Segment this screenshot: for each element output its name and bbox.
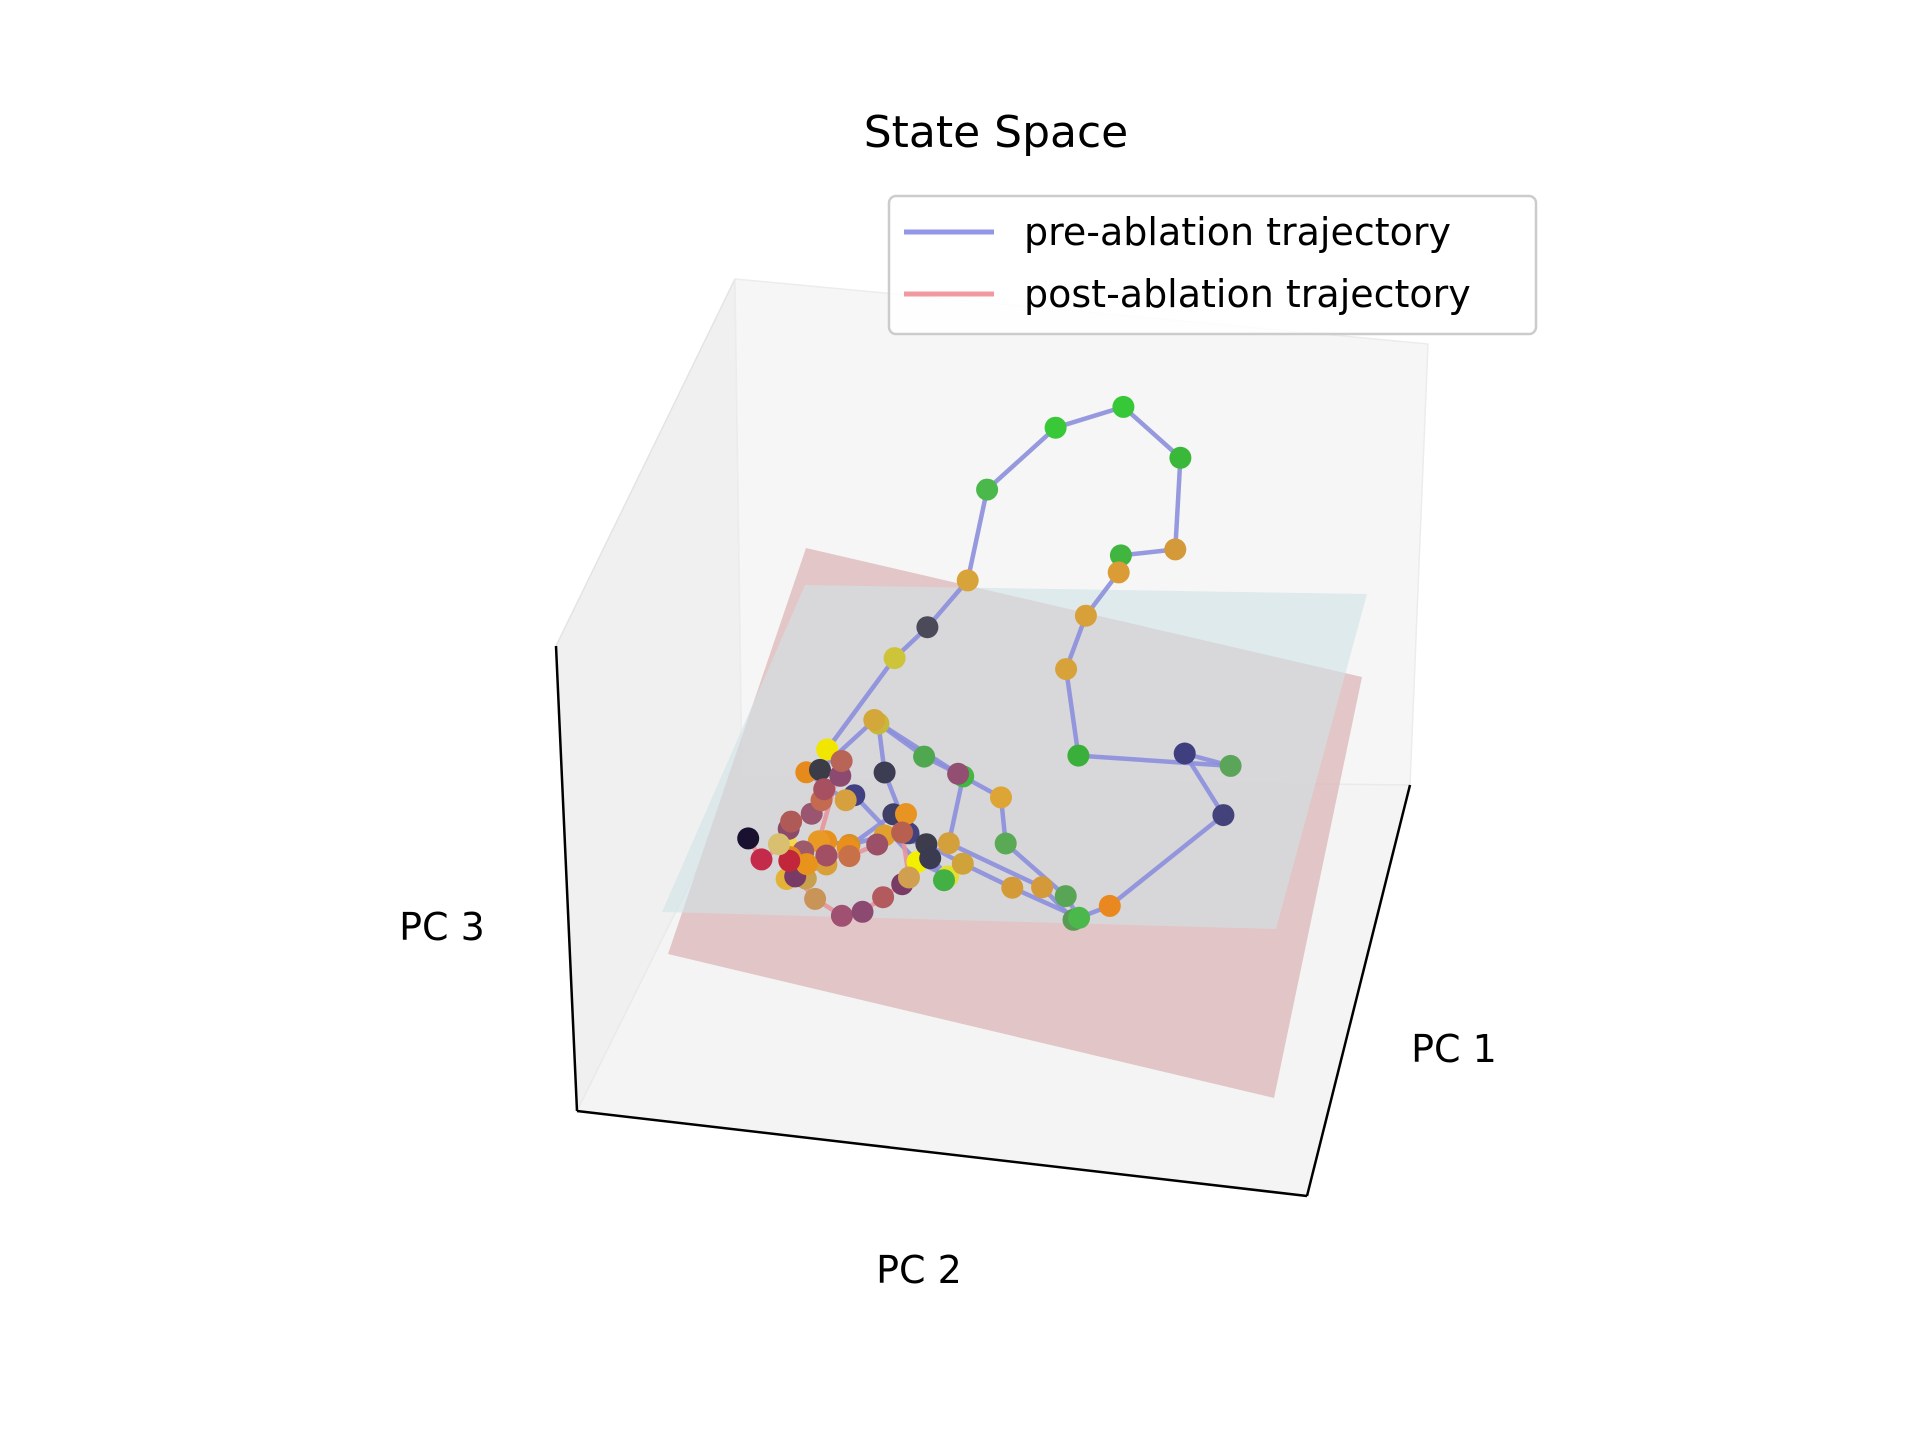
pre-trajectory-point	[957, 569, 979, 591]
pre-trajectory-point	[1212, 804, 1234, 826]
pre-trajectory-point	[884, 647, 906, 669]
pre-trajectory-point	[863, 709, 885, 731]
pre-trajectory-point	[1164, 538, 1186, 560]
pre-trajectory-point	[835, 789, 857, 811]
legend: pre-ablation trajectory post-ablation tr…	[889, 196, 1536, 334]
post-trajectory-point	[866, 834, 888, 856]
pre-trajectory-point	[952, 853, 974, 875]
post-trajectory-point	[852, 901, 874, 923]
pre-trajectory-point	[1220, 755, 1242, 777]
pre-trajectory-point	[947, 763, 969, 785]
post-trajectory-point	[838, 845, 860, 867]
post-trajectory-point	[815, 845, 837, 867]
pre-trajectory-point	[1112, 396, 1134, 418]
pre-trajectory-point	[933, 869, 955, 891]
post-trajectory-point	[768, 833, 790, 855]
pre-trajectory-point	[1174, 743, 1196, 765]
pre-trajectory-point	[1031, 876, 1053, 898]
pre-trajectory-point	[919, 847, 941, 869]
pre-trajectory-point	[1068, 907, 1090, 929]
pre-trajectory-point	[1169, 447, 1191, 469]
pre-trajectory-point	[1001, 877, 1023, 899]
pre-trajectory-point	[938, 832, 960, 854]
legend-label-pre: pre-ablation trajectory	[1024, 210, 1451, 254]
post-trajectory-point	[737, 827, 759, 849]
pre-trajectory-point	[990, 786, 1012, 808]
chart-title: State Space	[864, 107, 1129, 158]
post-trajectory-point	[804, 888, 826, 910]
post-trajectory-point	[780, 811, 802, 833]
pre-trajectory-point	[1055, 658, 1077, 680]
pre-trajectory-point	[1045, 417, 1067, 439]
pre-trajectory-point	[1075, 605, 1097, 627]
pre-trajectory-point	[809, 759, 831, 781]
post-trajectory-point	[751, 848, 773, 870]
pre-trajectory-point	[1067, 745, 1089, 767]
pre-trajectory-point	[1108, 561, 1130, 583]
pre-trajectory-point	[895, 803, 917, 825]
pre-trajectory-point	[1099, 895, 1121, 917]
post-trajectory-point	[891, 822, 913, 844]
pre-trajectory-point	[995, 833, 1017, 855]
legend-label-post: post-ablation trajectory	[1024, 272, 1471, 316]
pre-trajectory-point	[916, 616, 938, 638]
pre-trajectory-point	[1055, 885, 1077, 907]
post-trajectory-point	[831, 750, 853, 772]
pc2-axis-label: PC 2	[876, 1248, 962, 1292]
post-trajectory-point	[872, 886, 894, 908]
pc3-axis-label: PC 3	[399, 905, 485, 949]
pre-trajectory-point	[874, 762, 896, 784]
post-trajectory-point	[898, 867, 920, 889]
pc1-axis-label: PC 1	[1411, 1027, 1497, 1071]
post-trajectory-point	[831, 905, 853, 927]
pre-trajectory-point	[913, 746, 935, 768]
pre-trajectory-point	[976, 479, 998, 501]
